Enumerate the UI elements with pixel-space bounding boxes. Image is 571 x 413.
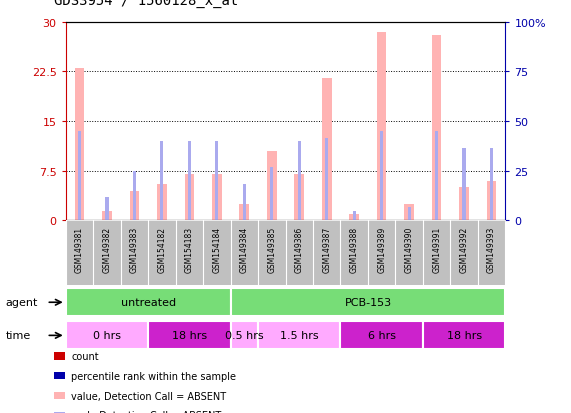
Text: 0 hrs: 0 hrs bbox=[93, 330, 121, 341]
Text: 18 hrs: 18 hrs bbox=[172, 330, 207, 341]
Text: time: time bbox=[6, 330, 31, 341]
Text: GSM149386: GSM149386 bbox=[295, 226, 304, 272]
Bar bbox=[340, 322, 423, 349]
Bar bbox=[258, 322, 340, 349]
Bar bbox=[239, 204, 249, 221]
Text: GSM154182: GSM154182 bbox=[158, 226, 166, 272]
Bar bbox=[130, 191, 139, 221]
Bar bbox=[322, 79, 332, 221]
Text: GSM149383: GSM149383 bbox=[130, 226, 139, 272]
Text: 6 hrs: 6 hrs bbox=[368, 330, 396, 341]
Text: GSM149391: GSM149391 bbox=[432, 226, 441, 272]
Bar bbox=[267, 152, 276, 221]
Bar bbox=[75, 69, 84, 221]
Text: untreated: untreated bbox=[120, 297, 176, 308]
Bar bbox=[231, 289, 505, 316]
Bar bbox=[270, 168, 274, 221]
Text: PCB-153: PCB-153 bbox=[344, 297, 392, 308]
Text: GSM149392: GSM149392 bbox=[460, 226, 469, 272]
Bar bbox=[404, 204, 414, 221]
Bar bbox=[349, 214, 359, 221]
Text: GSM154184: GSM154184 bbox=[212, 226, 222, 272]
Bar bbox=[408, 208, 411, 221]
Text: agent: agent bbox=[6, 297, 38, 308]
Bar bbox=[78, 132, 81, 221]
Text: GSM149387: GSM149387 bbox=[322, 226, 331, 272]
Bar bbox=[231, 322, 258, 349]
Bar bbox=[157, 185, 167, 221]
Text: 18 hrs: 18 hrs bbox=[447, 330, 482, 341]
Text: percentile rank within the sample: percentile rank within the sample bbox=[71, 371, 236, 381]
Bar bbox=[215, 142, 219, 221]
Bar bbox=[352, 211, 356, 221]
Text: 0.5 hrs: 0.5 hrs bbox=[225, 330, 264, 341]
Text: GSM149388: GSM149388 bbox=[349, 226, 359, 272]
Bar bbox=[432, 36, 441, 221]
Bar bbox=[105, 198, 108, 221]
Text: GSM149382: GSM149382 bbox=[102, 226, 111, 272]
Bar bbox=[132, 171, 136, 221]
Text: rank, Detection Call = ABSENT: rank, Detection Call = ABSENT bbox=[71, 411, 222, 413]
Bar bbox=[148, 322, 231, 349]
Bar bbox=[423, 322, 505, 349]
Bar bbox=[243, 185, 246, 221]
Text: GSM149390: GSM149390 bbox=[405, 226, 413, 272]
Bar bbox=[102, 211, 112, 221]
Bar bbox=[435, 132, 439, 221]
Bar bbox=[160, 142, 163, 221]
Text: GSM149393: GSM149393 bbox=[487, 226, 496, 272]
Bar bbox=[490, 148, 493, 221]
Bar bbox=[459, 188, 469, 221]
Bar bbox=[188, 142, 191, 221]
Bar bbox=[487, 181, 496, 221]
Bar bbox=[325, 138, 328, 221]
Text: GDS3954 / 1560128_x_at: GDS3954 / 1560128_x_at bbox=[54, 0, 239, 8]
Bar bbox=[463, 148, 466, 221]
Bar bbox=[66, 322, 148, 349]
Bar bbox=[184, 175, 194, 221]
Bar bbox=[377, 33, 387, 221]
Text: GSM149385: GSM149385 bbox=[267, 226, 276, 272]
Text: GSM149381: GSM149381 bbox=[75, 226, 84, 272]
Bar bbox=[297, 142, 301, 221]
Text: GSM154183: GSM154183 bbox=[185, 226, 194, 272]
Bar bbox=[295, 175, 304, 221]
Text: GSM149389: GSM149389 bbox=[377, 226, 386, 272]
Bar bbox=[380, 132, 383, 221]
Bar bbox=[66, 289, 231, 316]
Text: 1.5 hrs: 1.5 hrs bbox=[280, 330, 319, 341]
Text: GSM149384: GSM149384 bbox=[240, 226, 249, 272]
Text: value, Detection Call = ABSENT: value, Detection Call = ABSENT bbox=[71, 391, 227, 401]
Text: count: count bbox=[71, 351, 99, 361]
Bar bbox=[212, 175, 222, 221]
